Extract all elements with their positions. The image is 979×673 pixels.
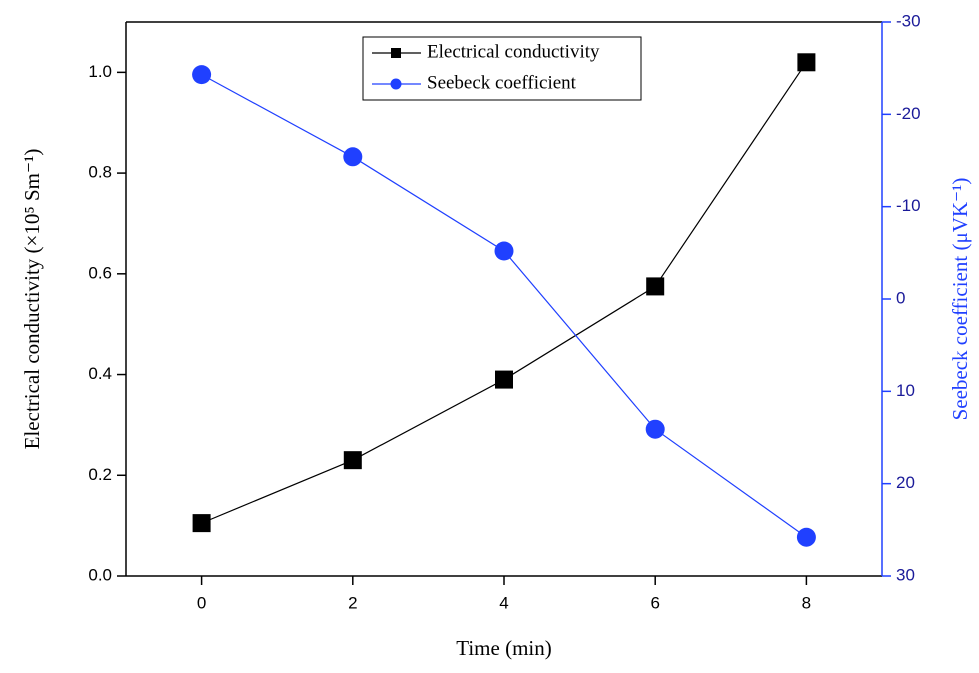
- legend-marker: [390, 78, 402, 90]
- x-tick-label: 6: [650, 593, 659, 612]
- y-tick-label: 0.4: [88, 364, 112, 383]
- point: [646, 277, 665, 296]
- y-axis-label: Electrical conductivity (×10⁵ Sm⁻¹): [20, 149, 44, 450]
- x-axis-label: Time (min): [456, 636, 551, 660]
- legend-marker: [391, 48, 401, 58]
- point: [343, 451, 362, 470]
- x-tick-label: 8: [802, 593, 811, 612]
- y-tick-label: 0.0: [88, 565, 112, 584]
- y2-tick-label: 0: [896, 288, 905, 307]
- x-tick-label: 4: [499, 593, 508, 612]
- point: [192, 65, 212, 85]
- y-tick-label: 0.6: [88, 263, 112, 282]
- y2-tick-label: -10: [896, 196, 921, 215]
- y2-tick-label: 20: [896, 473, 915, 492]
- x-tick-label: 2: [348, 593, 357, 612]
- point: [192, 514, 211, 533]
- y-tick-label: 0.2: [88, 465, 112, 484]
- legend-label: Electrical conductivity: [427, 41, 600, 62]
- point: [343, 147, 363, 167]
- point: [494, 241, 514, 261]
- legend-box: [362, 36, 642, 101]
- series-line: [201, 61, 807, 524]
- y2-axis-label: Seebeck coefficient (μVK⁻¹): [948, 178, 972, 421]
- x-tick-label: 0: [197, 593, 206, 612]
- y2-tick-label: -20: [896, 104, 921, 123]
- y2-tick-label: 30: [896, 565, 915, 584]
- legend-label: Seebeck coefficient: [427, 72, 577, 93]
- point: [797, 53, 816, 72]
- point: [645, 419, 665, 439]
- point: [495, 370, 513, 389]
- point: [796, 527, 816, 547]
- y2-tick-label: 10: [896, 381, 915, 400]
- y-tick-label: 1.0: [88, 62, 112, 81]
- y2-tick-label: -30: [896, 11, 921, 30]
- y-tick-label: 0.8: [88, 163, 112, 182]
- series-line: [201, 74, 807, 538]
